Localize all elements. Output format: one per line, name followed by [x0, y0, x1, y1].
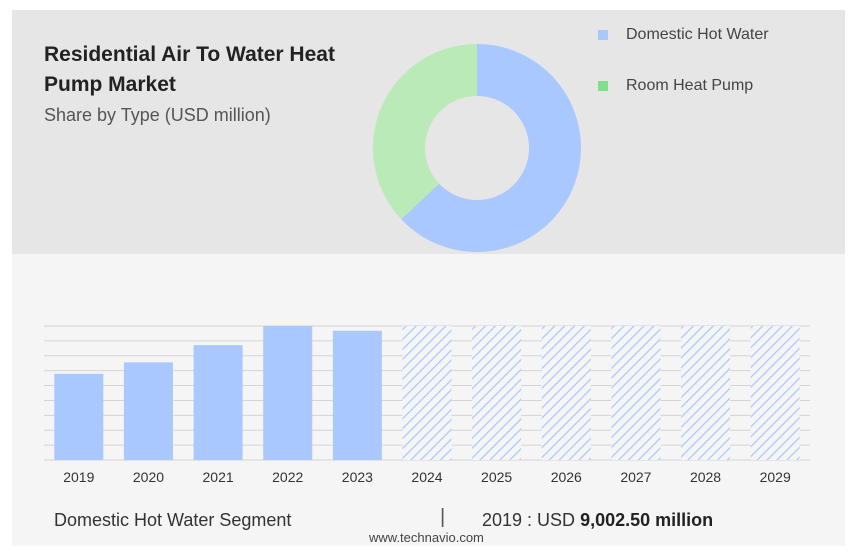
donut-slice-0: [401, 44, 581, 252]
x-tick-label: 2022: [272, 469, 303, 485]
donut-chart: [373, 43, 581, 252]
legend-item-domestic: Domestic Hot Water: [598, 26, 769, 44]
footer-value-amount: 9,002.50 million: [580, 510, 714, 530]
legend-label-domestic: Domestic Hot Water: [626, 26, 769, 43]
bar-2022: [263, 326, 313, 460]
x-tick-label: 2021: [203, 469, 234, 485]
source-link[interactable]: www.technavio.com: [369, 530, 484, 545]
bar-2029: [750, 326, 800, 460]
chart-card: Residential Air To Water Heat Pump Marke…: [12, 10, 845, 546]
x-tick-label: 2029: [760, 469, 791, 485]
footer-separator: |: [440, 506, 446, 528]
footer-segment-label: Domestic Hot Water Segment: [54, 510, 292, 530]
x-tick-label: 2023: [342, 469, 373, 485]
chart-subtitle: Share by Type (USD million): [44, 105, 271, 125]
x-tick-label: 2026: [551, 469, 582, 485]
bar-2019: [54, 373, 104, 460]
footer-year-label: 2019 : USD: [482, 510, 576, 530]
donut-panel: Residential Air To Water Heat Pump Marke…: [12, 10, 845, 254]
bar-panel: 2019 2020 2021 2022 2023 2024 2025 2026 2027 2028…: [12, 254, 845, 546]
legend-swatch-room: [598, 81, 608, 91]
x-tick-label: 2019: [63, 469, 94, 485]
bar-2028: [681, 326, 731, 460]
bar-2026: [541, 326, 591, 460]
x-tick-label: 2028: [690, 469, 721, 485]
x-tick-label: 2024: [411, 469, 442, 485]
legend-label-room: Room Heat Pump: [626, 77, 754, 94]
x-tick-label: 2027: [620, 469, 651, 485]
bar-2021: [193, 345, 243, 460]
chart-title: Residential Air To Water Heat Pump Marke…: [44, 43, 335, 96]
legend-item-room: Room Heat Pump: [598, 77, 753, 95]
bar-chart: 2019 2020 2021 2022 2023 2024 2025 2026 2027 2028…: [44, 325, 810, 485]
bar-2023: [332, 330, 382, 460]
bar-2024: [402, 326, 452, 460]
donut-slice-1: [373, 43, 477, 220]
footer-value: 2019 : USD 9,002.50 million: [482, 510, 713, 531]
x-tick-label: 2025: [481, 469, 512, 485]
bar-2020: [123, 362, 173, 460]
x-tick-label: 2020: [133, 469, 164, 485]
bar-2027: [611, 326, 661, 460]
legend-swatch-domestic: [598, 30, 608, 40]
bar-2025: [472, 326, 522, 460]
